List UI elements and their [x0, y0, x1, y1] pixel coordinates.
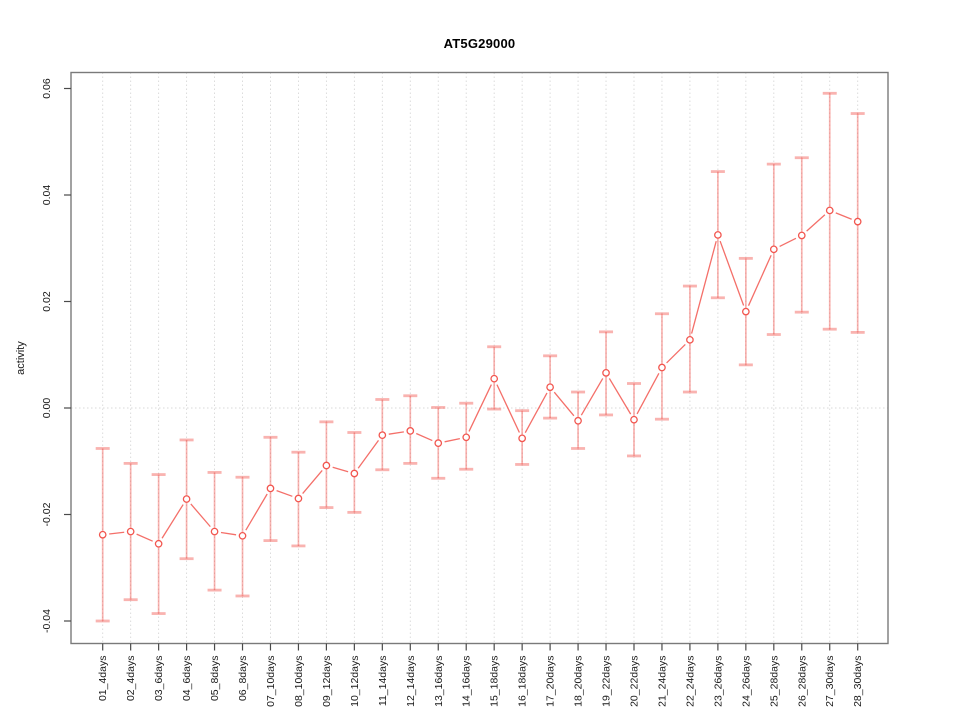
- series-segment: [719, 240, 745, 306]
- data-point-marker: [322, 461, 331, 470]
- chart-title: AT5G29000: [443, 36, 516, 51]
- x-tick-label: 17_20days: [545, 656, 557, 707]
- series-segment: [666, 343, 686, 364]
- data-point-marker: [825, 206, 834, 215]
- x-tick-label: 07_10days: [265, 656, 277, 707]
- y-tick-label: 0.06: [41, 78, 53, 99]
- x-tick-label: 20_22days: [628, 656, 640, 707]
- x-tick-label: 23_26days: [712, 656, 724, 707]
- data-point-marker: [154, 539, 163, 548]
- x-tick-label: 14_16days: [461, 656, 473, 707]
- data-point-marker: [406, 427, 415, 435]
- data-point-marker: [210, 527, 219, 536]
- x-tick-label: 16_18days: [517, 656, 529, 707]
- series-segment: [190, 503, 211, 528]
- data-point-marker: [462, 433, 471, 442]
- series-segment: [779, 237, 797, 248]
- series-segment: [806, 214, 826, 232]
- data-point-marker: [714, 231, 722, 239]
- x-tick-label: 11_14days: [377, 656, 389, 707]
- x-tick-label: 27_30days: [824, 656, 836, 707]
- y-tick-label: 0.02: [41, 291, 53, 312]
- x-tick-label: 24_26days: [740, 656, 752, 707]
- x-tick-label: 19_22days: [601, 656, 613, 707]
- data-point-marker: [266, 484, 275, 493]
- x-tick-label: 08_10days: [293, 656, 305, 707]
- x-tick-label: 13_16days: [433, 656, 445, 707]
- x-tick-label: 01_4days: [97, 656, 109, 702]
- y-axis-title: activity: [15, 341, 27, 375]
- x-tick-label: 26_28days: [796, 656, 808, 707]
- x-tick-label: 22_24days: [684, 656, 696, 707]
- series-segment: [245, 493, 268, 531]
- data-point-marker: [658, 363, 666, 372]
- series-segment: [220, 531, 237, 536]
- series-segment: [690, 241, 717, 334]
- x-tick-label: 25_28days: [768, 656, 780, 707]
- y-tick-label: -0.04: [41, 609, 53, 633]
- data-point-marker: [98, 530, 107, 539]
- plot-border: [70, 71, 889, 645]
- y-tick-label: 0.00: [41, 398, 53, 419]
- data-point-marker: [378, 431, 387, 440]
- data-point-marker: [350, 469, 359, 478]
- series-segment: [636, 372, 660, 415]
- series-segment: [553, 391, 575, 417]
- data-point-marker: [741, 307, 750, 316]
- x-tick-label: 05_8days: [209, 656, 221, 702]
- x-tick-label: 10_12days: [349, 656, 361, 707]
- x-tick-label: 12_14days: [405, 656, 417, 707]
- data-point-marker: [182, 495, 191, 503]
- series-segment: [357, 440, 380, 469]
- x-tick-label: 21_24days: [656, 656, 668, 707]
- series-segment: [580, 378, 604, 416]
- data-point-marker: [518, 434, 526, 443]
- series-segment: [388, 431, 404, 435]
- x-tick-label: 28_30days: [852, 656, 864, 707]
- series-segment: [136, 533, 153, 542]
- series-segment: [608, 378, 632, 415]
- x-tick-label: 04_6days: [181, 656, 193, 702]
- y-tick-label: -0.02: [41, 502, 53, 526]
- data-point-marker: [686, 335, 694, 344]
- data-point-marker: [294, 494, 303, 503]
- series-segment: [468, 384, 492, 432]
- x-tick-label: 03_6days: [153, 656, 165, 702]
- data-point-marker: [853, 217, 862, 226]
- data-point-marker: [546, 383, 554, 392]
- series-segment: [161, 504, 184, 539]
- series-segment: [444, 437, 460, 443]
- y-tick-label: 0.04: [41, 185, 53, 206]
- series-segment: [747, 254, 772, 306]
- x-tick-label: 02_4days: [125, 656, 137, 702]
- data-point-marker: [797, 231, 806, 240]
- data-point-marker: [238, 531, 247, 540]
- x-tick-label: 06_8days: [237, 656, 249, 702]
- data-point-marker: [126, 527, 135, 536]
- data-point-marker: [630, 415, 638, 424]
- series-segment: [302, 470, 323, 494]
- data-point-marker: [490, 374, 499, 383]
- series-segment: [332, 466, 349, 473]
- series-segment: [415, 432, 433, 442]
- x-tick-label: 15_18days: [489, 656, 501, 707]
- data-point-marker: [434, 439, 443, 447]
- series-segment: [524, 392, 548, 433]
- series-segment: [496, 384, 520, 433]
- data-point-marker: [602, 369, 610, 377]
- series-segment: [276, 490, 293, 497]
- series-segment: [835, 212, 852, 220]
- x-tick-label: 18_20days: [573, 656, 585, 707]
- series-segment: [109, 531, 125, 535]
- data-point-marker: [769, 245, 778, 254]
- x-tick-label: 09_12days: [321, 656, 333, 707]
- data-point-marker: [574, 416, 582, 425]
